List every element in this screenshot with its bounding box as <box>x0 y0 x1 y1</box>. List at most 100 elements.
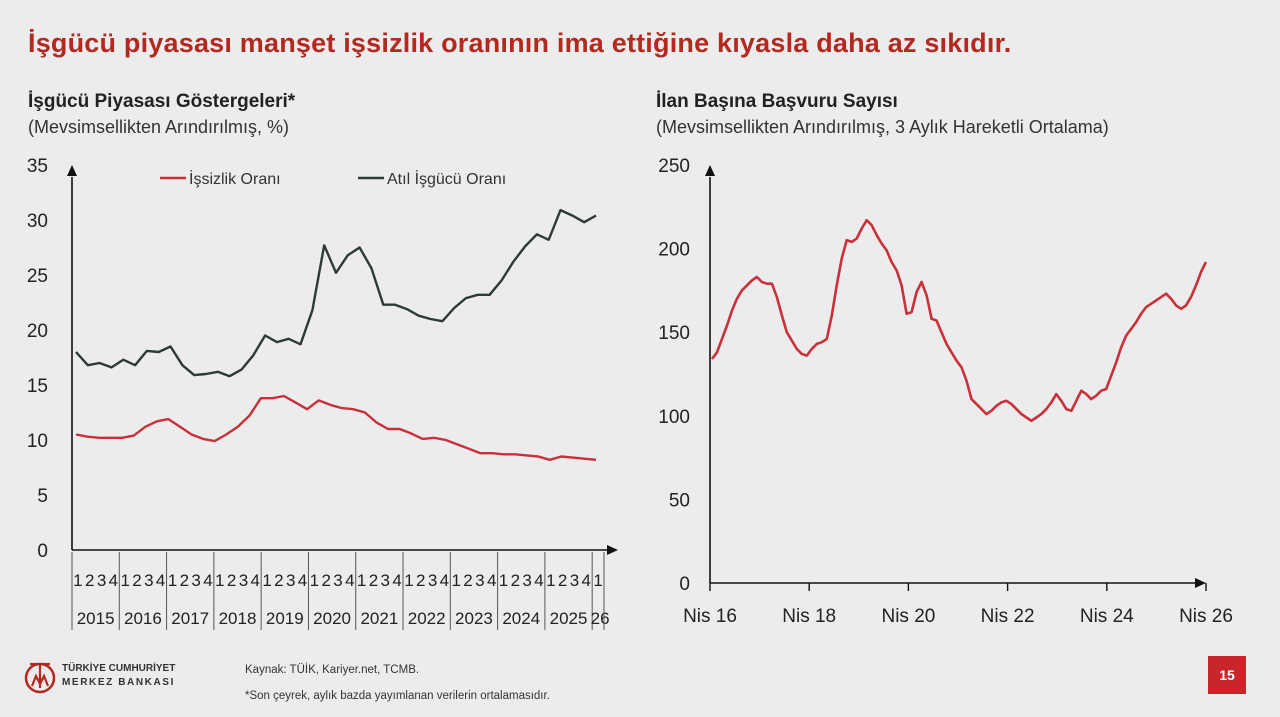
x-tick-quarter-label: 3 <box>428 571 437 590</box>
underutilization-rate-line <box>75 208 597 378</box>
x-tick-quarter-label: 4 <box>109 571 118 590</box>
x-tick-year-label: 2015 <box>77 609 115 628</box>
x-tick-year-label: 26 <box>591 609 610 628</box>
y-tick-label: 25 <box>27 266 48 287</box>
y-tick-label: 150 <box>658 323 690 344</box>
x-tick-quarter-label: 4 <box>251 571 260 590</box>
x-tick-year-label: 2022 <box>408 609 446 628</box>
right-chart-subtitle: (Mevsimsellikten Arındırılmış, 3 Aylık H… <box>656 117 1109 137</box>
x-tick-quarter-label: 4 <box>345 571 354 590</box>
x-tick-quarter-label: 1 <box>73 571 82 590</box>
y-tick-label: 100 <box>658 407 690 428</box>
x-tick-quarter-label: 2 <box>416 571 425 590</box>
y-tick-label: 0 <box>37 541 48 562</box>
x-tick-quarter-label: 4 <box>487 571 496 590</box>
y-tick-label: 15 <box>27 376 48 397</box>
x-tick-year-label: 2017 <box>171 609 209 628</box>
x-tick-quarter-label: 1 <box>310 571 319 590</box>
tcmb-logo: TÜRKİYE CUMHURİYET MERKEZ BANKASI <box>22 658 202 698</box>
x-tick-quarter-label: 3 <box>475 571 484 590</box>
x-tick-quarter-label: 3 <box>522 571 531 590</box>
x-tick-quarter-label: 1 <box>404 571 413 590</box>
y-tick-label: 30 <box>27 211 48 232</box>
x-tick-year-label: 2019 <box>266 609 304 628</box>
x-tick-quarter-label: 4 <box>156 571 165 590</box>
applications-per-posting-line <box>710 218 1208 423</box>
x-tick-label: Nis 20 <box>881 606 935 627</box>
source-note: Kaynak: TÜİK, Kariyer.net, TCMB. <box>245 664 420 676</box>
legend-label-unemployment: İşsizlik Oranı <box>189 169 281 188</box>
x-tick-quarter-label: 1 <box>546 571 555 590</box>
y-tick-label: 50 <box>669 490 690 511</box>
right-line-chart: 0 50 100 150 200 250 Nis 16 Nis 18 Nis 20 Nis 22 N… <box>658 156 1233 627</box>
x-tick-quarter-label: 2 <box>511 571 520 590</box>
unemployment-rate-line <box>75 394 597 461</box>
y-tick-label: 35 <box>27 156 48 177</box>
x-tick-year-label: 2018 <box>219 609 257 628</box>
x-tick-label: Nis 24 <box>1080 606 1134 627</box>
y-tick-label: 10 <box>27 431 48 452</box>
legend-label-underutilization: Atıl İşgücü Oranı <box>387 169 506 188</box>
left-chart-subtitle: (Mevsimsellikten Arındırılmış, %) <box>28 117 290 137</box>
page-number-badge: 15 <box>1208 656 1246 694</box>
x-tick-quarter-label: 1 <box>593 571 602 590</box>
x-tick-quarter-label: 1 <box>168 571 177 590</box>
x-tick-quarter-label: 2 <box>180 571 189 590</box>
x-tick-quarter-label: 4 <box>534 571 543 590</box>
x-tick-quarter-label: 2 <box>274 571 283 590</box>
x-tick-year-label: 2024 <box>502 609 540 628</box>
left-chart-title: İşgücü Piyasası Göstergeleri* <box>28 91 296 112</box>
x-tick-quarter-label: 2 <box>463 571 472 590</box>
x-tick-quarter-label: 3 <box>144 571 153 590</box>
x-tick-quarter-label: 2 <box>132 571 141 590</box>
x-tick-quarter-label: 4 <box>298 571 307 590</box>
x-tick-quarter-label: 1 <box>215 571 224 590</box>
y-tick-label: 5 <box>37 486 48 507</box>
y-axis-arrow <box>705 165 715 176</box>
x-tick-quarter-label: 4 <box>582 571 591 590</box>
tcmb-emblem-icon <box>24 662 56 694</box>
footnote: *Son çeyrek, aylık bazda yayımlanan veri… <box>245 690 550 702</box>
x-tick-quarter-label: 4 <box>203 571 212 590</box>
x-tick-quarter-label: 1 <box>451 571 460 590</box>
x-tick-quarter-label: 2 <box>558 571 567 590</box>
x-tick-quarter-label: 2 <box>321 571 330 590</box>
y-tick-label: 250 <box>658 156 690 177</box>
x-tick-quarter-label: 1 <box>262 571 271 590</box>
y-tick-label: 200 <box>658 240 690 261</box>
x-tick-quarter-label: 4 <box>440 571 449 590</box>
x-tick-quarter-label: 1 <box>357 571 366 590</box>
slide-headline: İşgücü piyasası manşet işsizlik oranının… <box>28 28 1012 58</box>
x-tick-year-label: 2023 <box>455 609 493 628</box>
x-tick-quarter-label: 3 <box>286 571 295 590</box>
x-tick-quarter-label: 3 <box>570 571 579 590</box>
right-chart-title: İlan Başına Başvuru Sayısı <box>656 91 898 112</box>
logo-line1: TÜRKİYE CUMHURİYET <box>62 663 176 674</box>
x-tick-year-label: 2020 <box>313 609 351 628</box>
x-axis-arrow <box>607 545 618 555</box>
y-tick-label: 20 <box>27 321 48 342</box>
x-tick-quarter-label: 2 <box>369 571 378 590</box>
x-tick-year-label: 2025 <box>550 609 588 628</box>
y-axis-arrow <box>67 165 77 176</box>
x-tick-year-label: 2021 <box>360 609 398 628</box>
y-tick-label: 0 <box>679 574 690 595</box>
x-tick-quarter-label: 3 <box>381 571 390 590</box>
x-tick-label: Nis 26 <box>1179 606 1233 627</box>
x-tick-label: Nis 18 <box>782 606 836 627</box>
x-tick-year-label: 2016 <box>124 609 162 628</box>
x-tick-label: Nis 22 <box>981 606 1035 627</box>
x-tick-quarter-label: 3 <box>333 571 342 590</box>
logo-line2: MERKEZ BANKASI <box>62 677 175 688</box>
x-tick-quarter-label: 3 <box>239 571 248 590</box>
x-tick-quarter-label: 2 <box>85 571 94 590</box>
x-tick-quarter-label: 3 <box>191 571 200 590</box>
x-axis-arrow <box>1195 578 1206 588</box>
x-tick-quarter-label: 3 <box>97 571 106 590</box>
x-tick-quarter-label: 4 <box>392 571 401 590</box>
x-tick-quarter-label: 1 <box>499 571 508 590</box>
x-tick-quarter-label: 2 <box>227 571 236 590</box>
x-tick-label: Nis 16 <box>683 606 737 627</box>
x-tick-quarter-label: 1 <box>120 571 129 590</box>
